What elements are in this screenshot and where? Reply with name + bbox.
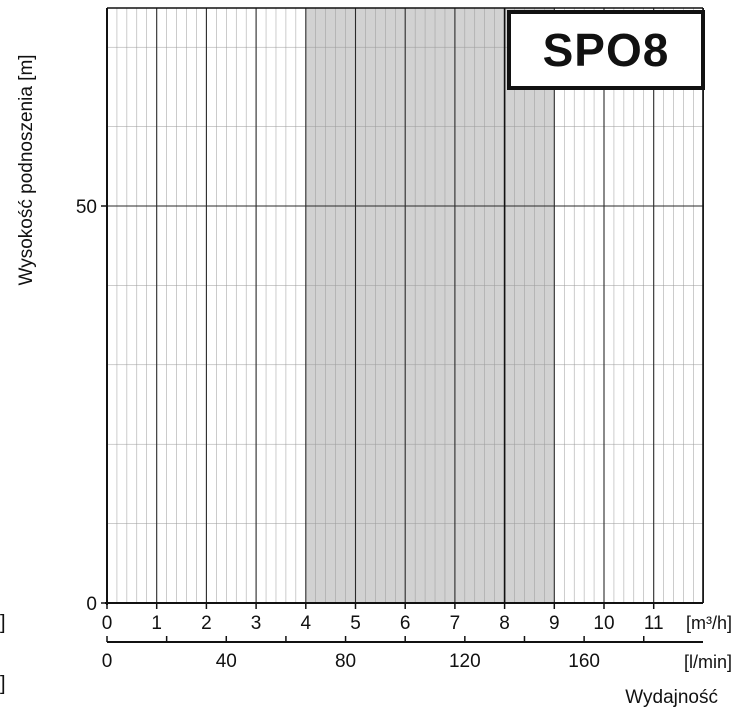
x-unit-secondary: [l/min] (684, 652, 732, 672)
left-bracket-top: ] (0, 612, 6, 634)
x-tick-label: 8 (499, 613, 510, 634)
x-tick-label: 7 (450, 613, 461, 634)
x2-tick-label: 40 (216, 651, 237, 672)
title-box: SPO8 (507, 10, 705, 90)
x2-tick-label: 160 (568, 651, 600, 672)
x2-tick-label: 80 (335, 651, 356, 672)
y-tick-labels: 0501001502002503003504004505005506006507… (76, 197, 107, 615)
shaded-operating-range (305, 8, 555, 603)
x-tick-label: 4 (301, 613, 312, 634)
x2-tick-label: 120 (449, 651, 481, 672)
shaded-region (305, 8, 555, 603)
x-unit-primary: [m³/h] (686, 613, 732, 633)
x-tick-label: 6 (400, 613, 411, 634)
x-tick-labels-lmin: 0 40 80 120 160 (102, 636, 645, 672)
left-bracket-bottom: ] (0, 673, 6, 695)
y-tick-label: 50 (76, 197, 97, 218)
x-tick-label: 5 (350, 613, 361, 634)
x2-tick-label: 0 (102, 651, 113, 672)
chart-title: SPO8 (542, 24, 670, 76)
x-tick-label: 2 (201, 613, 212, 634)
x-tick-labels-m3h: 0 1 2 3 4 5 6 7 8 9 10 11 (102, 603, 664, 634)
x-tick-label: 3 (251, 613, 262, 634)
x-axis-label: Wydajność (625, 687, 718, 708)
x-tick-label: 10 (593, 613, 614, 634)
x-tick-label: 0 (102, 613, 113, 634)
x-tick-label: 11 (644, 613, 664, 634)
y-tick-label: 0 (86, 594, 97, 615)
x-tick-label: 9 (549, 613, 560, 634)
y-axis-label: Wysokość podnoszenia [m] (16, 54, 37, 285)
major-grid (106, 8, 704, 604)
x-tick-label: 1 (151, 613, 162, 634)
